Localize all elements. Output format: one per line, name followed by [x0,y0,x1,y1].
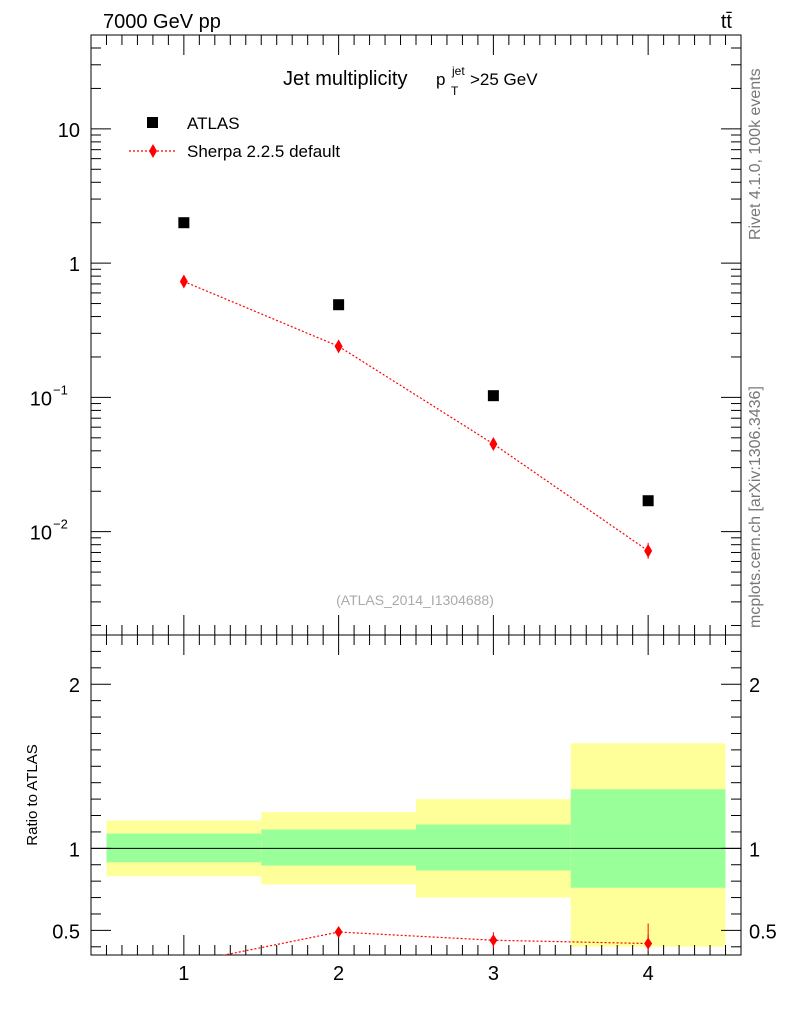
y-tick-label: 10 [58,120,80,142]
ratio-panel: 0.5 0.5 1 1 2 2 1 2 3 4 Ratio to ATLAS [24,634,777,985]
atlas-point [642,495,654,507]
ratio-inner-band [570,789,726,888]
x-tick-label: 2 [333,963,344,985]
rivet-version-label: Rivet 4.1.0, 100k events [747,68,764,240]
ratio-y-tick-label: 2 [69,675,80,697]
title-cut-sup: jet [451,64,465,78]
legend-atlas-label: ATLAS [187,114,240,133]
analysis-id: (ATLAS_2014_I1304688) [336,592,494,608]
ratio-sherpa-point [644,937,653,950]
sherpa-point [179,274,188,289]
ratio-sherpa-point [334,926,343,939]
ratio-inner-band [261,829,416,866]
ratio-y-tick-label: 1 [69,839,80,861]
ratio-y-tick-label-right: 1 [749,839,760,861]
ratio-band-layer [91,743,741,947]
main-title-text: Jet multiplicity [283,68,407,90]
ratio-ylabel: Ratio to ATLAS [24,744,41,845]
x-tick-label: 3 [488,963,499,985]
ratio-axes: 0.5 0.5 1 1 2 2 1 2 3 4 [52,634,777,985]
energy-label: 7000 GeV pp [103,11,221,33]
legend-atlas-marker [147,117,158,128]
y-tick-exponent: −1 [53,382,68,397]
sherpa-line [183,280,649,552]
atlas-point [333,299,345,311]
sherpa-point [644,543,653,558]
legend: ATLAS Sherpa 2.2.5 default [129,114,340,161]
title-cut-p: p [436,70,445,89]
legend-sherpa-marker [149,144,157,158]
sherpa-point [489,436,498,451]
atlas-point [178,217,190,229]
ratio-sherpa-point [489,934,498,947]
x-tick-label: 1 [178,963,189,985]
ratio-inner-band [416,824,571,871]
ratio-y-tick-label-right: 0.5 [749,921,777,943]
ratio-series-layer [221,923,653,955]
ratio-y-tick-label: 0.5 [52,921,80,943]
ratio-y-tick-label-right: 2 [749,675,760,697]
y-tick-label: 10 [30,388,52,410]
y-tick-exponent: −2 [53,517,68,532]
main-series-layer [178,217,654,559]
legend-sherpa-label: Sherpa 2.2.5 default [187,142,340,161]
x-tick-label: 4 [643,963,654,985]
title-cut-value: >25 GeV [470,70,538,89]
y-tick-label: 1 [69,254,80,276]
process-label: tt̄ [721,11,733,33]
sherpa-point [334,339,343,354]
y-tick-label: 10 [30,523,52,545]
title-cut-sub: T [451,84,459,98]
mcplots-label: mcplots.cern.ch [arXiv:1306.3436] [747,386,764,628]
main-title: Jet multiplicity p jet T >25 GeV [283,64,538,98]
atlas-point [487,390,499,402]
